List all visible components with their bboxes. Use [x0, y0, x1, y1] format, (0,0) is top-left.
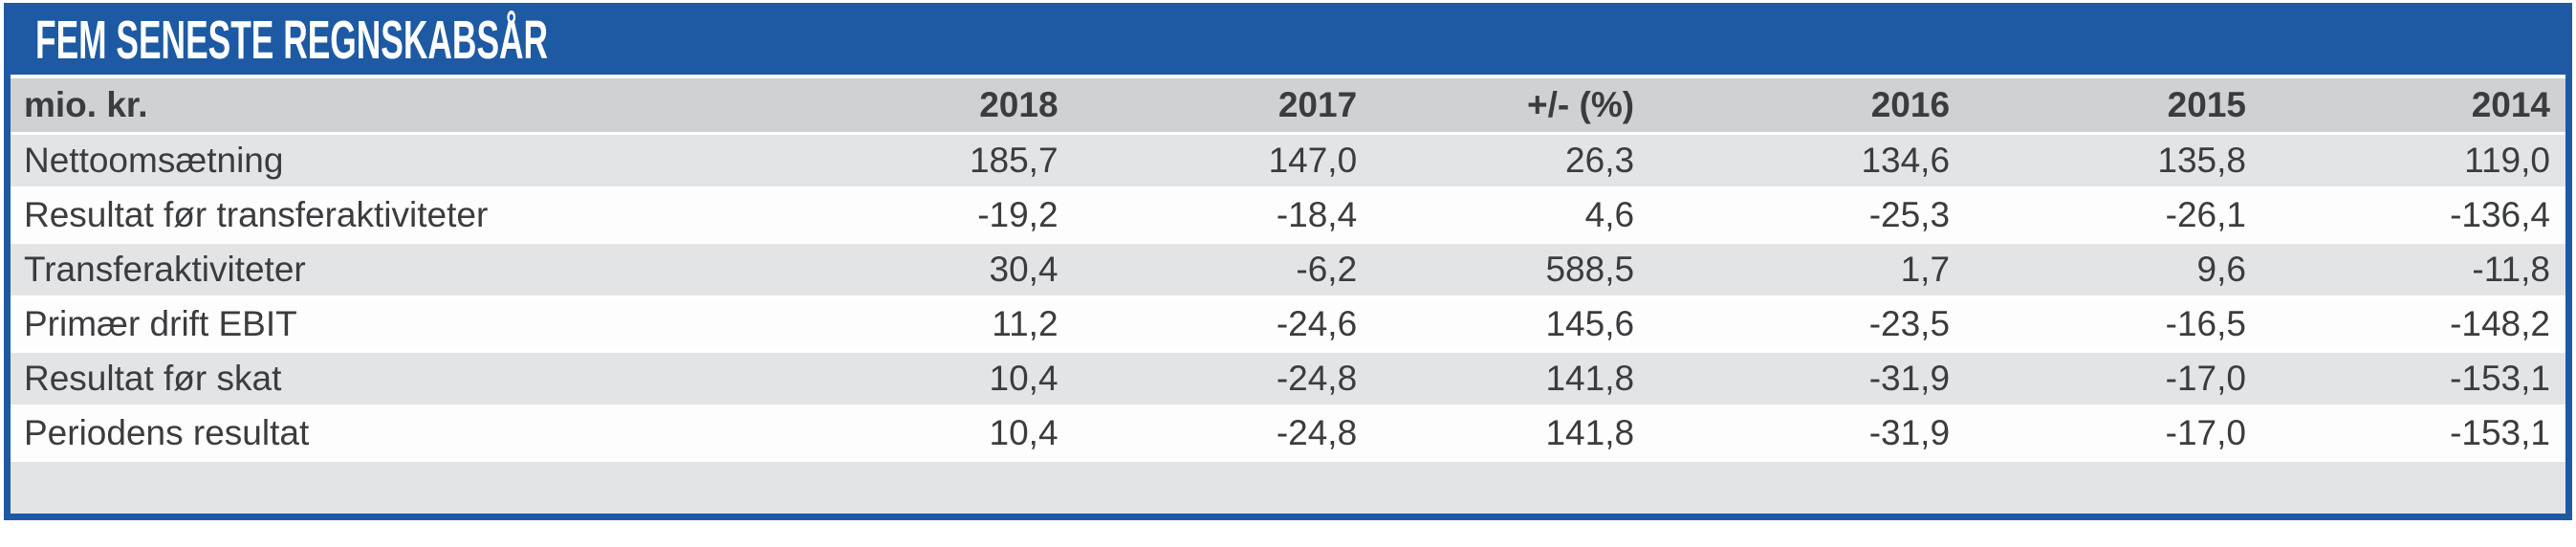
year-column-header: 2015	[1965, 78, 2261, 133]
value-cell: -26,1	[1965, 186, 2261, 242]
year-column-header: 2018	[772, 78, 1074, 133]
value-cell: -136,4	[2260, 186, 2565, 242]
row-label-cell: Primær drift EBIT	[11, 295, 773, 351]
value-cell: 185,7	[772, 131, 1074, 187]
value-cell: -17,0	[1965, 404, 2261, 460]
value-cell: -18,4	[1073, 186, 1373, 242]
value-cell: 30,4	[772, 240, 1074, 296]
value-cell: 147,0	[1073, 131, 1373, 187]
table-row: Primær drift EBIT 11,2 -24,6 145,6 -23,5 -16,…	[11, 295, 2565, 351]
value-cell: 588,5	[1372, 240, 1650, 296]
empty-spacer-cell	[11, 458, 2565, 514]
value-cell: -31,9	[1649, 349, 1966, 405]
value-cell: 26,3	[1372, 131, 1650, 187]
table-row: Periodens resultat 10,4 -24,8 141,8 -31,9 -17…	[11, 404, 2565, 460]
year-column-header: 2017	[1073, 78, 1373, 133]
value-cell: 135,8	[1965, 131, 2261, 187]
value-cell: -24,6	[1073, 295, 1373, 351]
panel-title: FEM SENESTE REGNSKABSÅR	[35, 10, 549, 71]
value-cell: 1,7	[1649, 240, 1966, 296]
value-cell: 10,4	[772, 404, 1074, 460]
value-cell: -153,1	[2260, 349, 2565, 405]
table-row: Nettoomsætning 185,7 147,0 26,3 134,6 135,8 11…	[11, 131, 2565, 187]
row-label-cell: Transferaktiviteter	[11, 240, 773, 296]
row-label-cell: Nettoomsætning	[11, 131, 773, 187]
value-cell: -31,9	[1649, 404, 1966, 460]
year-column-header: 2016	[1649, 78, 1966, 133]
financial-summary-panel: FEM SENESTE REGNSKABSÅR mio. kr. 2018 20…	[4, 3, 2572, 520]
five-year-financials-table: mio. kr. 2018 2017 +/- (%) 2016 2015 201…	[11, 78, 2565, 514]
change-pct-column-header: +/- (%)	[1372, 78, 1650, 133]
value-cell: -16,5	[1965, 295, 2261, 351]
value-cell: -153,1	[2260, 404, 2565, 460]
value-cell: 141,8	[1372, 404, 1650, 460]
value-cell: 11,2	[772, 295, 1074, 351]
value-cell: -17,0	[1965, 349, 2261, 405]
value-cell: -24,8	[1073, 349, 1373, 405]
row-label-cell: Periodens resultat	[11, 404, 773, 460]
value-cell: 119,0	[2260, 131, 2565, 187]
value-cell: -19,2	[772, 186, 1074, 242]
table-row: Transferaktiviteter 30,4 -6,2 588,5 1,7 9,6 -1…	[11, 240, 2565, 296]
value-cell: 141,8	[1372, 349, 1650, 405]
value-cell: -23,5	[1649, 295, 1966, 351]
value-cell: 10,4	[772, 349, 1074, 405]
table-header-row: mio. kr. 2018 2017 +/- (%) 2016 2015 201…	[11, 78, 2565, 133]
empty-spacer-row	[11, 458, 2565, 514]
panel-title-bar: FEM SENESTE REGNSKABSÅR	[11, 10, 2565, 78]
value-cell: 145,6	[1372, 295, 1650, 351]
table-row: Resultat før skat 10,4 -24,8 141,8 -31,9 -17,…	[11, 349, 2565, 405]
table-body: Nettoomsætning 185,7 147,0 26,3 134,6 135,8 11…	[11, 131, 2565, 514]
value-cell: 9,6	[1965, 240, 2261, 296]
value-cell: -24,8	[1073, 404, 1373, 460]
value-cell: -25,3	[1649, 186, 1966, 242]
row-label-cell: Resultat før transferaktiviteter	[11, 186, 773, 242]
table-row: Resultat før transferaktiviteter -19,2 -18…	[11, 186, 2565, 242]
unit-label-header: mio. kr.	[11, 78, 773, 133]
year-column-header: 2014	[2260, 78, 2565, 133]
value-cell: -11,8	[2260, 240, 2565, 296]
value-cell: 134,6	[1649, 131, 1966, 187]
value-cell: 4,6	[1372, 186, 1650, 242]
value-cell: -148,2	[2260, 295, 2565, 351]
value-cell: -6,2	[1073, 240, 1373, 296]
row-label-cell: Resultat før skat	[11, 349, 773, 405]
